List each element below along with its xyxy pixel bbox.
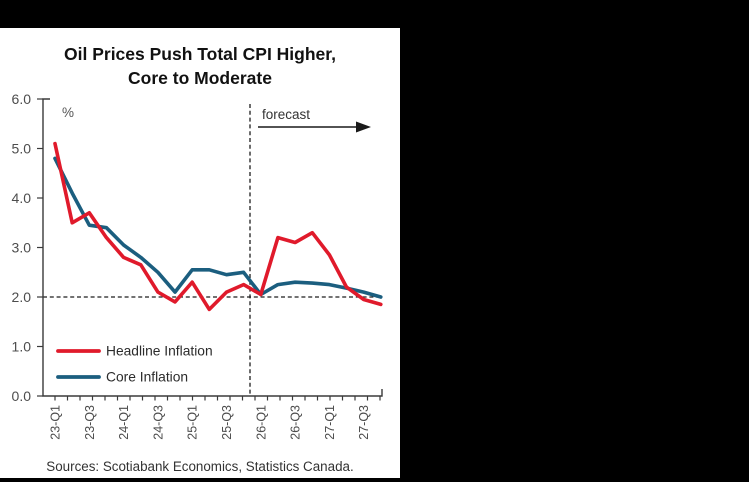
y-axis-ticks: 0.0 1.0 2.0 3.0 4.0 5.0 6.0 bbox=[12, 91, 43, 404]
forecast-arrow-head-icon bbox=[356, 121, 371, 133]
y-tick-label: 2.0 bbox=[12, 289, 32, 305]
y-axis-unit-label: % bbox=[62, 105, 74, 120]
y-tick-label: 5.0 bbox=[12, 140, 32, 156]
x-axis-ticks bbox=[54, 396, 381, 401]
x-tick-label: 27-Q3 bbox=[357, 405, 371, 440]
forecast-label: forecast bbox=[262, 107, 310, 122]
cpi-inflation-chart: Oil Prices Push Total CPI Higher, Core t… bbox=[12, 44, 383, 474]
y-tick-label: 6.0 bbox=[12, 91, 32, 107]
legend-label-core: Core Inflation bbox=[106, 370, 188, 385]
x-tick-label: 25-Q3 bbox=[220, 405, 234, 440]
y-tick-label: 0.0 bbox=[12, 388, 32, 404]
x-tick-label: 24-Q1 bbox=[117, 405, 131, 440]
chart-title-line1: Oil Prices Push Total CPI Higher, bbox=[64, 44, 336, 64]
chart-title-line2: Core to Moderate bbox=[128, 68, 272, 88]
source-attribution: Sources: Scotiabank Economics, Statistic… bbox=[46, 459, 353, 474]
legend-label-headline: Headline Inflation bbox=[106, 344, 213, 359]
x-tick-label: 23-Q3 bbox=[83, 405, 97, 440]
core-inflation-line bbox=[53, 156, 383, 299]
legend: Headline Inflation Core Inflation bbox=[56, 344, 213, 385]
x-tick-label: 24-Q3 bbox=[151, 405, 165, 440]
y-tick-label: 3.0 bbox=[12, 239, 32, 255]
headline-inflation-line bbox=[53, 141, 383, 312]
x-tick-label: 26-Q1 bbox=[254, 405, 268, 440]
x-tick-label: 23-Q1 bbox=[49, 405, 63, 440]
y-tick-label: 1.0 bbox=[12, 338, 32, 354]
series-lines bbox=[53, 141, 383, 312]
chart-panel: Oil Prices Push Total CPI Higher, Core t… bbox=[0, 28, 400, 478]
x-tick-label: 25-Q1 bbox=[186, 405, 200, 440]
y-tick-label: 4.0 bbox=[12, 190, 32, 206]
x-axis-labels: 23-Q1 23-Q3 24-Q1 24-Q3 25-Q1 25-Q3 26-Q1 26-Q3… bbox=[49, 405, 372, 440]
x-tick-label: 26-Q3 bbox=[289, 405, 303, 440]
x-tick-label: 27-Q1 bbox=[323, 405, 337, 440]
